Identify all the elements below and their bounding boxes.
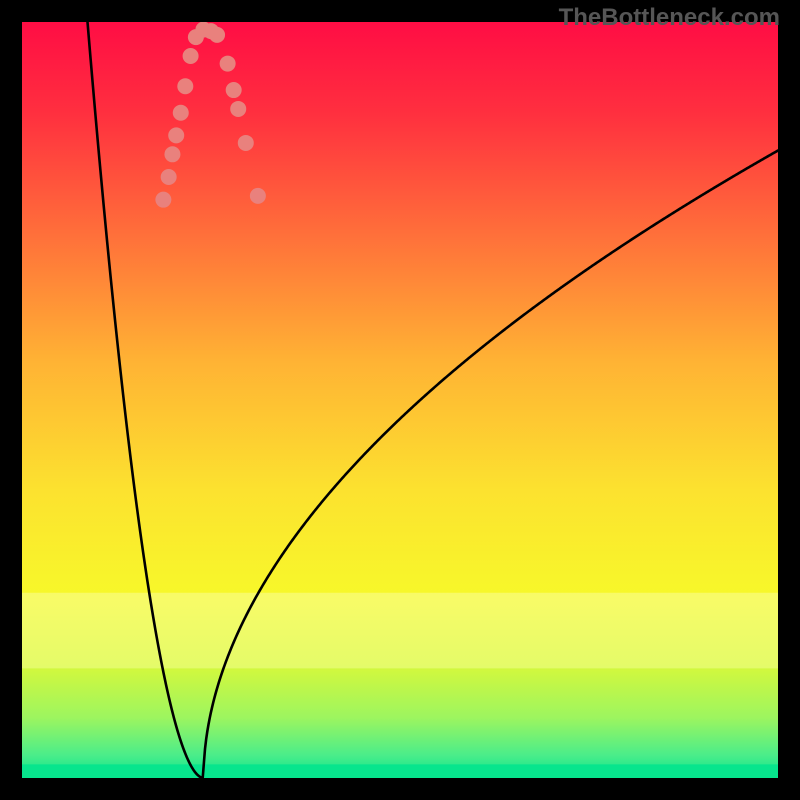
- chart-frame: [0, 0, 800, 800]
- watermark-text: TheBottleneck.com: [559, 4, 780, 32]
- chart-container: TheBottleneck.com: [0, 0, 800, 800]
